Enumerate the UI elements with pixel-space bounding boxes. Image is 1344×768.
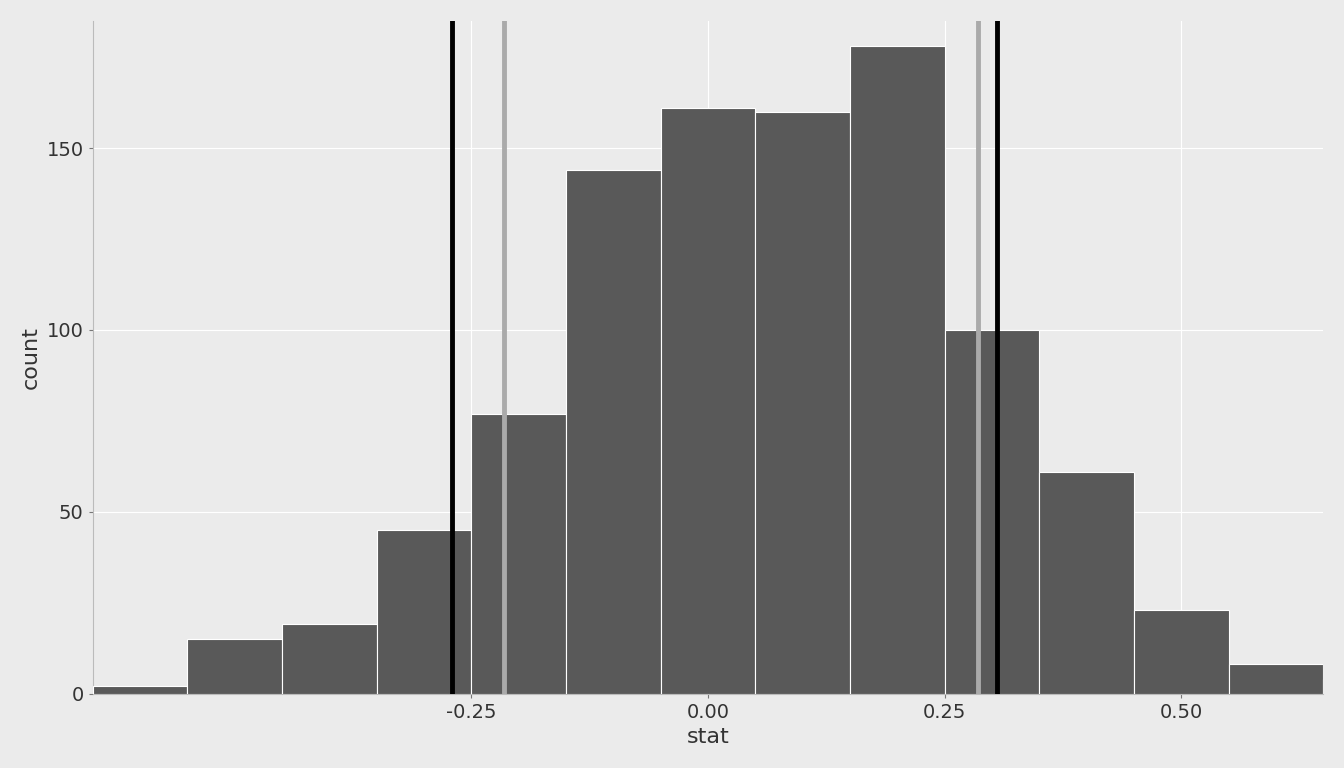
Bar [849, 46, 945, 694]
Bar [1228, 664, 1322, 694]
Bar [282, 624, 376, 694]
Bar [660, 108, 755, 694]
X-axis label: stat: stat [687, 727, 730, 747]
Bar [755, 112, 849, 694]
Bar [566, 170, 660, 694]
Bar [93, 687, 187, 694]
Bar [1039, 472, 1134, 694]
Bar [945, 330, 1039, 694]
Y-axis label: count: count [22, 326, 40, 389]
Bar [1322, 679, 1344, 694]
Bar [376, 530, 472, 694]
Bar [1134, 610, 1228, 694]
Bar [187, 639, 282, 694]
Bar [472, 414, 566, 694]
